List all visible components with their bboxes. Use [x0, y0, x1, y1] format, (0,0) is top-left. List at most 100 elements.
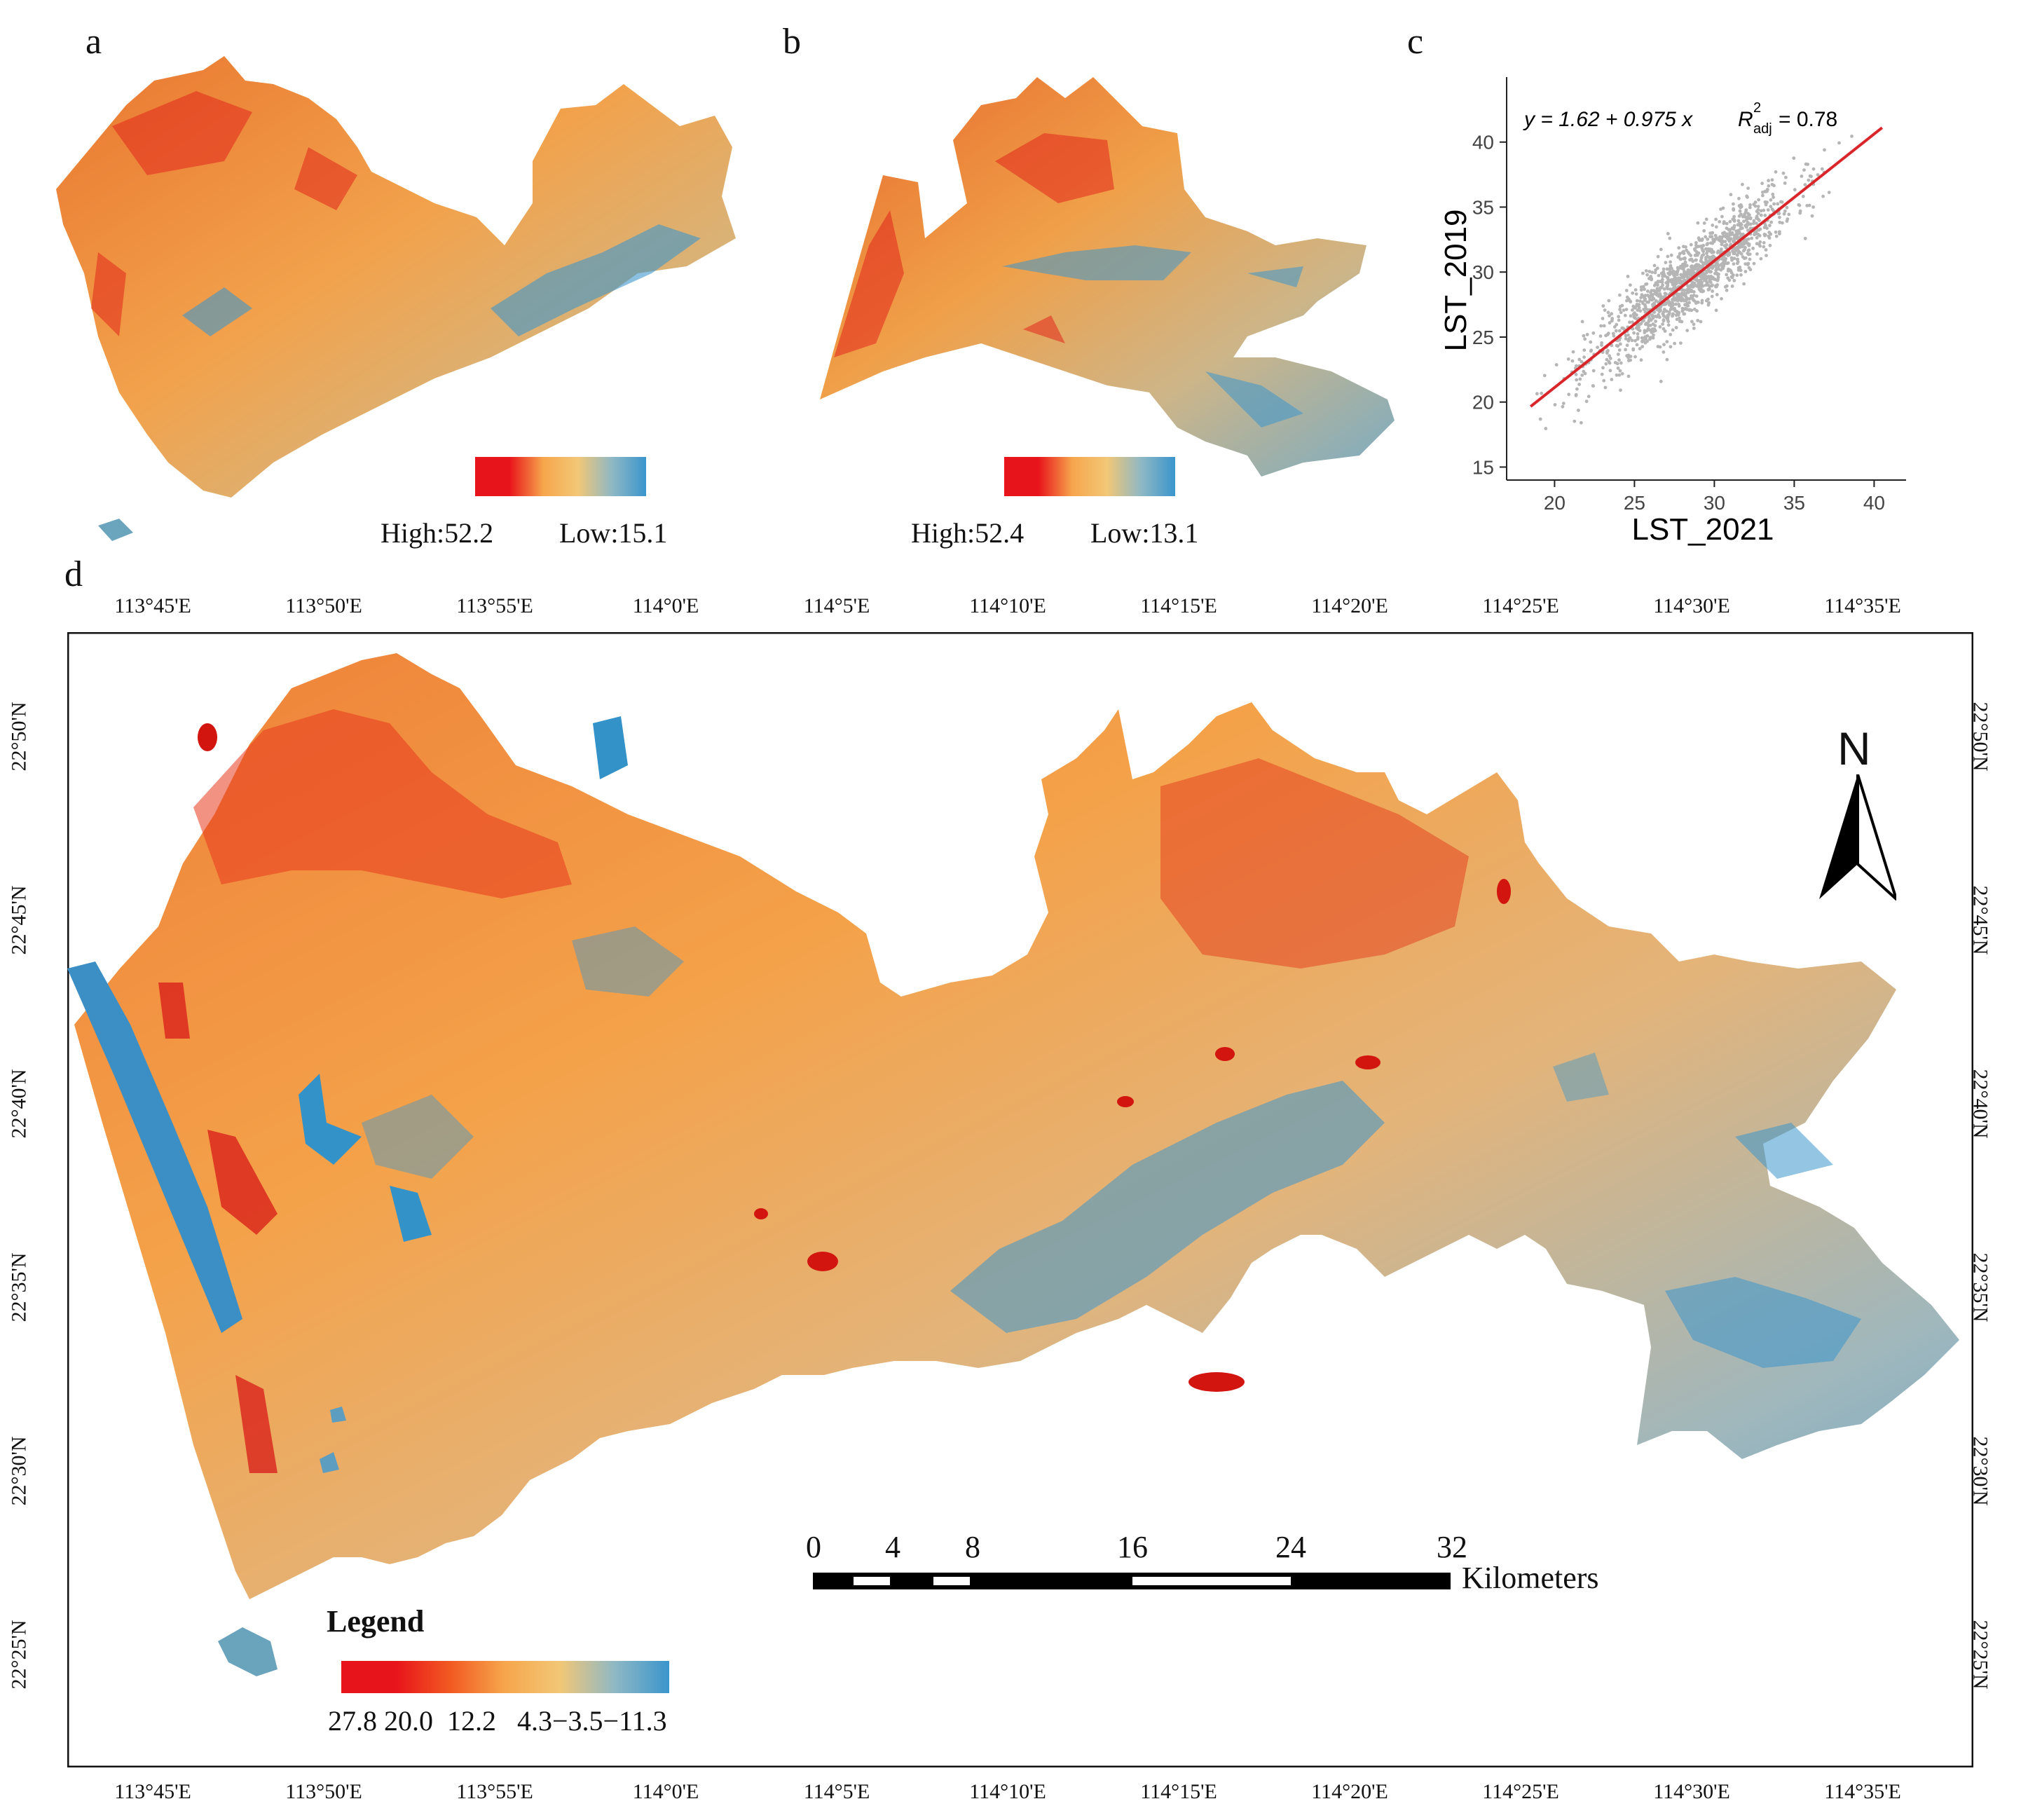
scatter-point — [1783, 209, 1787, 213]
scatter-point — [1665, 357, 1669, 362]
scatter-point — [1611, 331, 1615, 336]
scatter-point — [1647, 320, 1651, 324]
scale-tick-label: 4 — [885, 1530, 900, 1564]
scatter-point — [1632, 315, 1636, 319]
scatter-point — [1732, 214, 1736, 219]
scatter-point — [1699, 320, 1703, 324]
y-axis-label: LST_2019 — [1439, 209, 1473, 351]
lat-label-left: 22°45'N — [7, 885, 31, 955]
y-ticks: 15 20 25 30 35 40 — [1472, 132, 1507, 478]
x-tick-label: 40 — [1863, 492, 1885, 514]
scatter-point — [1713, 271, 1717, 275]
legend-title: Legend — [327, 1604, 425, 1638]
scatter-point — [1601, 366, 1605, 370]
panel-a-city-shape — [56, 56, 736, 498]
lat-label-right: 22°25'N — [1968, 1620, 1992, 1690]
panel-a-high-label: High:52.2 — [381, 517, 494, 549]
scatter-point — [1654, 282, 1658, 286]
r2-symbol: R — [1738, 108, 1753, 131]
scatter-point — [1669, 264, 1673, 268]
top-lon-label: 114°25'E — [1482, 594, 1559, 617]
scatter-point — [1605, 357, 1609, 362]
scatter-point — [1734, 233, 1738, 237]
bottom-lon-label: 114°30'E — [1653, 1780, 1730, 1803]
scatter-point — [1601, 317, 1605, 320]
scatter-point — [1647, 270, 1652, 273]
scatter-point — [1700, 254, 1704, 257]
scatter-point — [1620, 303, 1624, 308]
r2-superscript: 2 — [1753, 100, 1761, 116]
scatter-point — [1748, 268, 1753, 272]
scatter-point — [1748, 257, 1752, 261]
scatter-point — [1635, 343, 1639, 347]
scatter-point — [1757, 198, 1760, 202]
scatter-point — [1601, 304, 1605, 308]
scatter-point — [1781, 221, 1784, 225]
scatter-point — [1756, 205, 1760, 208]
scatter-point — [1635, 313, 1638, 317]
scatter-point — [1778, 220, 1782, 224]
scatter-point — [1725, 284, 1729, 288]
scatter-point — [1591, 369, 1596, 373]
scatter-point — [1668, 273, 1671, 277]
scatter-point — [1615, 362, 1619, 366]
scatter-point — [1694, 301, 1698, 305]
scatter-point — [1610, 312, 1614, 316]
scatter-point — [1723, 240, 1727, 244]
scatter-point — [1582, 355, 1586, 359]
scatter-point — [1580, 360, 1584, 364]
scatter-point — [1542, 374, 1547, 378]
scatter-point — [1655, 308, 1659, 312]
scatter-point — [1639, 296, 1643, 299]
scatter-point — [1659, 298, 1662, 302]
scatter-point — [1668, 279, 1672, 283]
scatter-point — [1809, 175, 1813, 179]
scatter-point — [1635, 299, 1639, 303]
scatter-point — [1697, 251, 1701, 255]
scatter-point — [1711, 224, 1715, 227]
scatter-point — [1705, 275, 1709, 280]
scatter-point — [1661, 322, 1664, 326]
scatter-point — [1620, 371, 1624, 376]
r2-value: = 0.78 — [1779, 108, 1837, 131]
lingding-island — [218, 1627, 278, 1676]
scatter-point — [1738, 266, 1742, 269]
scatter-point — [1802, 168, 1806, 172]
scatter-point — [1715, 236, 1719, 240]
scatter-point — [1589, 348, 1594, 353]
scatter-point — [1743, 270, 1748, 273]
legend-values: 27.8 20.0 12.2 4.3−3.5−11.3 — [328, 1705, 667, 1737]
scale-tick-label: 24 — [1275, 1530, 1306, 1564]
scatter-point — [1742, 256, 1746, 261]
scatter-point — [1737, 214, 1741, 218]
scatter-point — [1737, 204, 1741, 207]
scatter-point — [1641, 285, 1645, 289]
scatter-point — [1706, 238, 1710, 241]
scatter-point — [1821, 194, 1825, 198]
scatter-point — [1630, 338, 1634, 343]
scatter-point — [1810, 214, 1814, 218]
scatter-point — [1704, 279, 1708, 283]
scatter-point — [1739, 273, 1743, 277]
scatter-point — [1608, 354, 1611, 358]
scatter-point — [1659, 247, 1663, 252]
scatter-point — [1793, 188, 1797, 192]
scatter-point — [1708, 235, 1712, 238]
scatter-point — [1651, 322, 1655, 326]
scatter-point — [1666, 284, 1670, 287]
scatter-point — [1678, 257, 1683, 261]
scatter-point — [1801, 194, 1805, 198]
scatter-point — [1720, 240, 1724, 245]
scatter-point — [1653, 271, 1657, 275]
scatter-plot: 20 25 30 35 40 15 20 25 30 35 40 LST_2021 LST_201… — [1439, 77, 1906, 547]
scatter-point — [1619, 361, 1623, 365]
scatter-point — [1770, 207, 1774, 211]
scatter-point — [1677, 246, 1681, 250]
r2-subscript: adj — [1753, 121, 1772, 137]
scatter-point — [1617, 373, 1622, 377]
scatter-point — [1752, 261, 1756, 266]
scatter-point — [1694, 241, 1698, 245]
bottom-lon-label: 114°10'E — [969, 1780, 1046, 1803]
scatter-point — [1756, 233, 1760, 236]
scatter-point — [1654, 299, 1658, 303]
